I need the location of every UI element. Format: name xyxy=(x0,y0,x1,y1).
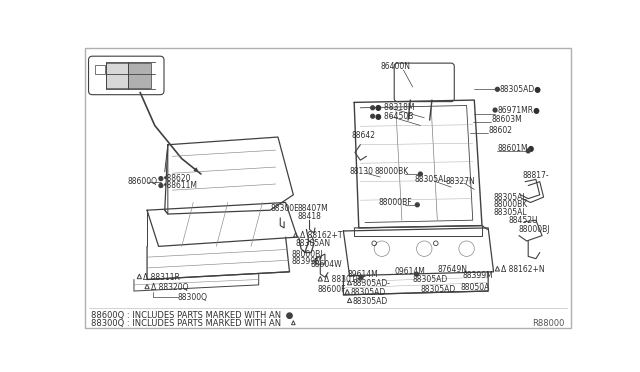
Text: Δ 88162+N: Δ 88162+N xyxy=(501,265,545,274)
Text: 88305AN: 88305AN xyxy=(296,239,331,248)
Text: 88600F: 88600F xyxy=(317,285,346,294)
Text: 09614M: 09614M xyxy=(394,267,425,276)
Text: 89614M: 89614M xyxy=(348,270,378,279)
Text: Δ 88320Q: Δ 88320Q xyxy=(151,283,188,292)
Text: 87649N: 87649N xyxy=(437,265,467,274)
Text: Δ 88162+T: Δ 88162+T xyxy=(300,231,342,240)
Text: 88000BF: 88000BF xyxy=(379,198,412,207)
Text: 88604W: 88604W xyxy=(310,260,342,269)
Bar xyxy=(95,65,105,74)
Text: 86400N: 86400N xyxy=(380,62,410,71)
Text: 88000BK: 88000BK xyxy=(375,167,409,176)
Text: 88300E: 88300E xyxy=(270,204,299,213)
Text: 88407M: 88407M xyxy=(297,204,328,213)
Text: 88305AL: 88305AL xyxy=(414,175,448,184)
Text: •88611M: •88611M xyxy=(163,181,198,190)
Text: 88300Q: 88300Q xyxy=(178,293,208,302)
Text: 88817-: 88817- xyxy=(522,171,548,180)
Text: 88305AD-: 88305AD- xyxy=(353,279,390,288)
Circle shape xyxy=(415,203,419,207)
Circle shape xyxy=(371,106,374,110)
Text: 88000BJ: 88000BJ xyxy=(291,250,323,259)
Circle shape xyxy=(371,114,374,118)
Text: 86971MR●: 86971MR● xyxy=(497,106,540,115)
Text: 88642: 88642 xyxy=(351,131,375,140)
Circle shape xyxy=(415,272,419,276)
Circle shape xyxy=(493,108,497,112)
Text: 88600Q : INCLUDES PARTS MARKED WITH AN: 88600Q : INCLUDES PARTS MARKED WITH AN xyxy=(91,311,281,320)
Text: 88305AD●: 88305AD● xyxy=(500,85,541,94)
Text: 88452U: 88452U xyxy=(509,216,538,225)
Text: 88050A: 88050A xyxy=(460,283,490,292)
Circle shape xyxy=(287,313,292,318)
Text: 88600Q: 88600Q xyxy=(128,177,158,186)
Text: 88000BJ: 88000BJ xyxy=(518,225,550,234)
FancyBboxPatch shape xyxy=(88,56,164,95)
Text: •88620: •88620 xyxy=(163,174,191,183)
Circle shape xyxy=(419,172,422,176)
Text: 88305AD: 88305AD xyxy=(413,275,448,284)
Text: 88602: 88602 xyxy=(488,126,512,135)
Circle shape xyxy=(159,184,163,187)
Text: R88000: R88000 xyxy=(532,319,564,328)
FancyBboxPatch shape xyxy=(394,63,454,102)
Text: 88305AD: 88305AD xyxy=(350,288,385,297)
Text: 88305AL: 88305AL xyxy=(493,208,527,217)
Text: 88000BK: 88000BK xyxy=(493,200,528,209)
Circle shape xyxy=(495,87,499,91)
Bar xyxy=(106,63,128,88)
Text: ● 88318M: ● 88318M xyxy=(375,103,415,112)
Circle shape xyxy=(159,177,163,180)
Text: Δ 88311R: Δ 88311R xyxy=(143,273,180,282)
Text: 88305AD: 88305AD xyxy=(353,296,388,305)
Text: 88305AD: 88305AD xyxy=(420,285,456,294)
Text: 88399M: 88399M xyxy=(463,271,493,280)
Text: ● 86450B: ● 86450B xyxy=(375,112,413,121)
Text: 88130: 88130 xyxy=(349,167,374,176)
Text: 88601M●: 88601M● xyxy=(497,144,534,153)
Text: 88603M: 88603M xyxy=(492,115,522,124)
Bar xyxy=(128,63,151,88)
Circle shape xyxy=(526,149,530,153)
Text: 88305AL: 88305AL xyxy=(493,193,527,202)
Text: 88399M: 88399M xyxy=(291,257,322,266)
Text: 88327N: 88327N xyxy=(445,177,475,186)
Text: 88418: 88418 xyxy=(297,212,321,221)
Circle shape xyxy=(359,275,363,279)
Text: Δ 88301R: Δ 88301R xyxy=(324,275,361,284)
Text: 88300Q : INCLUDES PARTS MARKED WITH AN: 88300Q : INCLUDES PARTS MARKED WITH AN xyxy=(91,319,281,328)
